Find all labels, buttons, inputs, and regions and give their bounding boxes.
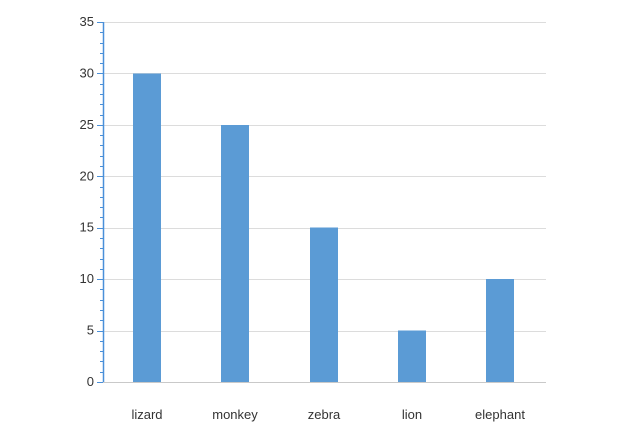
x-tick-label-elephant: elephant bbox=[475, 407, 525, 422]
y-tick-label-5: 5 bbox=[87, 323, 94, 338]
x-tick-labels: lizard monkey zebra lion elephant bbox=[131, 407, 525, 422]
bar-elephant bbox=[486, 279, 514, 382]
y-tick-label-25: 25 bbox=[80, 117, 94, 132]
bars bbox=[133, 73, 514, 382]
x-tick-label-zebra: zebra bbox=[308, 407, 341, 422]
axes bbox=[102, 22, 546, 383]
y-tick-label-10: 10 bbox=[80, 271, 94, 286]
bar-lizard bbox=[133, 73, 161, 382]
bar-zebra bbox=[310, 227, 338, 382]
x-tick-label-lion: lion bbox=[402, 407, 422, 422]
x-tick-label-monkey: monkey bbox=[212, 407, 258, 422]
bar-lion bbox=[398, 330, 426, 382]
bar-monkey bbox=[221, 124, 249, 382]
y-tick-labels: 0 5 10 15 20 25 30 35 bbox=[80, 14, 94, 389]
y-tick-label-35: 35 bbox=[80, 14, 94, 29]
y-tick-label-30: 30 bbox=[80, 65, 94, 80]
y-tick-label-15: 15 bbox=[80, 220, 94, 235]
x-tick-label-lizard: lizard bbox=[131, 407, 162, 422]
y-tick-label-20: 20 bbox=[80, 168, 94, 183]
y-axis-minor-ticks bbox=[97, 22, 103, 383]
y-tick-label-0: 0 bbox=[87, 374, 94, 389]
